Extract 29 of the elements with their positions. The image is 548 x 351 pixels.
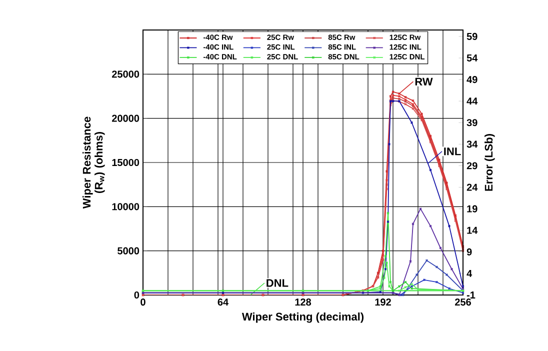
x-tick-label: 0	[140, 298, 146, 306]
annotation: INL	[444, 148, 461, 156]
x-tick-label: 64	[218, 298, 229, 306]
x-tick-label: 256	[455, 298, 471, 306]
y2-tick-label: 44	[466, 98, 478, 105]
y2-tick-label: 34	[466, 140, 478, 148]
y2-tick-label: 24	[466, 184, 478, 191]
y2-tick-label: 54	[466, 54, 478, 62]
y-tick-label: 15000	[112, 158, 140, 166]
y2-tick-label: 9	[466, 248, 472, 256]
y2-tick-label: 49	[466, 76, 478, 84]
x-axis-title: Wiper Setting (decimal)	[242, 312, 364, 323]
y2-tick-label: 29	[466, 162, 478, 170]
y2-tick-label: 19	[467, 205, 478, 212]
y-tick-label: 20000	[112, 114, 140, 122]
x-tick-label: 192	[375, 298, 391, 306]
y2-tick-label: 14	[467, 226, 478, 234]
y-tick-label: 10000	[112, 203, 140, 210]
annotation: RW	[415, 78, 433, 86]
y-tick-label: 25000	[112, 70, 140, 78]
annotation: DNL	[266, 279, 288, 287]
y2-tick-label: 4	[466, 270, 472, 277]
y-tick-label: 5000	[118, 247, 140, 254]
x-tick-label: 128	[295, 298, 312, 306]
y2-axis-title: Error (LSb)	[484, 134, 495, 191]
y2-tick-label: -1	[466, 292, 476, 298]
y2-tick-label: 39	[466, 119, 478, 126]
y2-tick-label: 59	[466, 32, 478, 40]
y-tick-label: 0	[134, 291, 140, 299]
